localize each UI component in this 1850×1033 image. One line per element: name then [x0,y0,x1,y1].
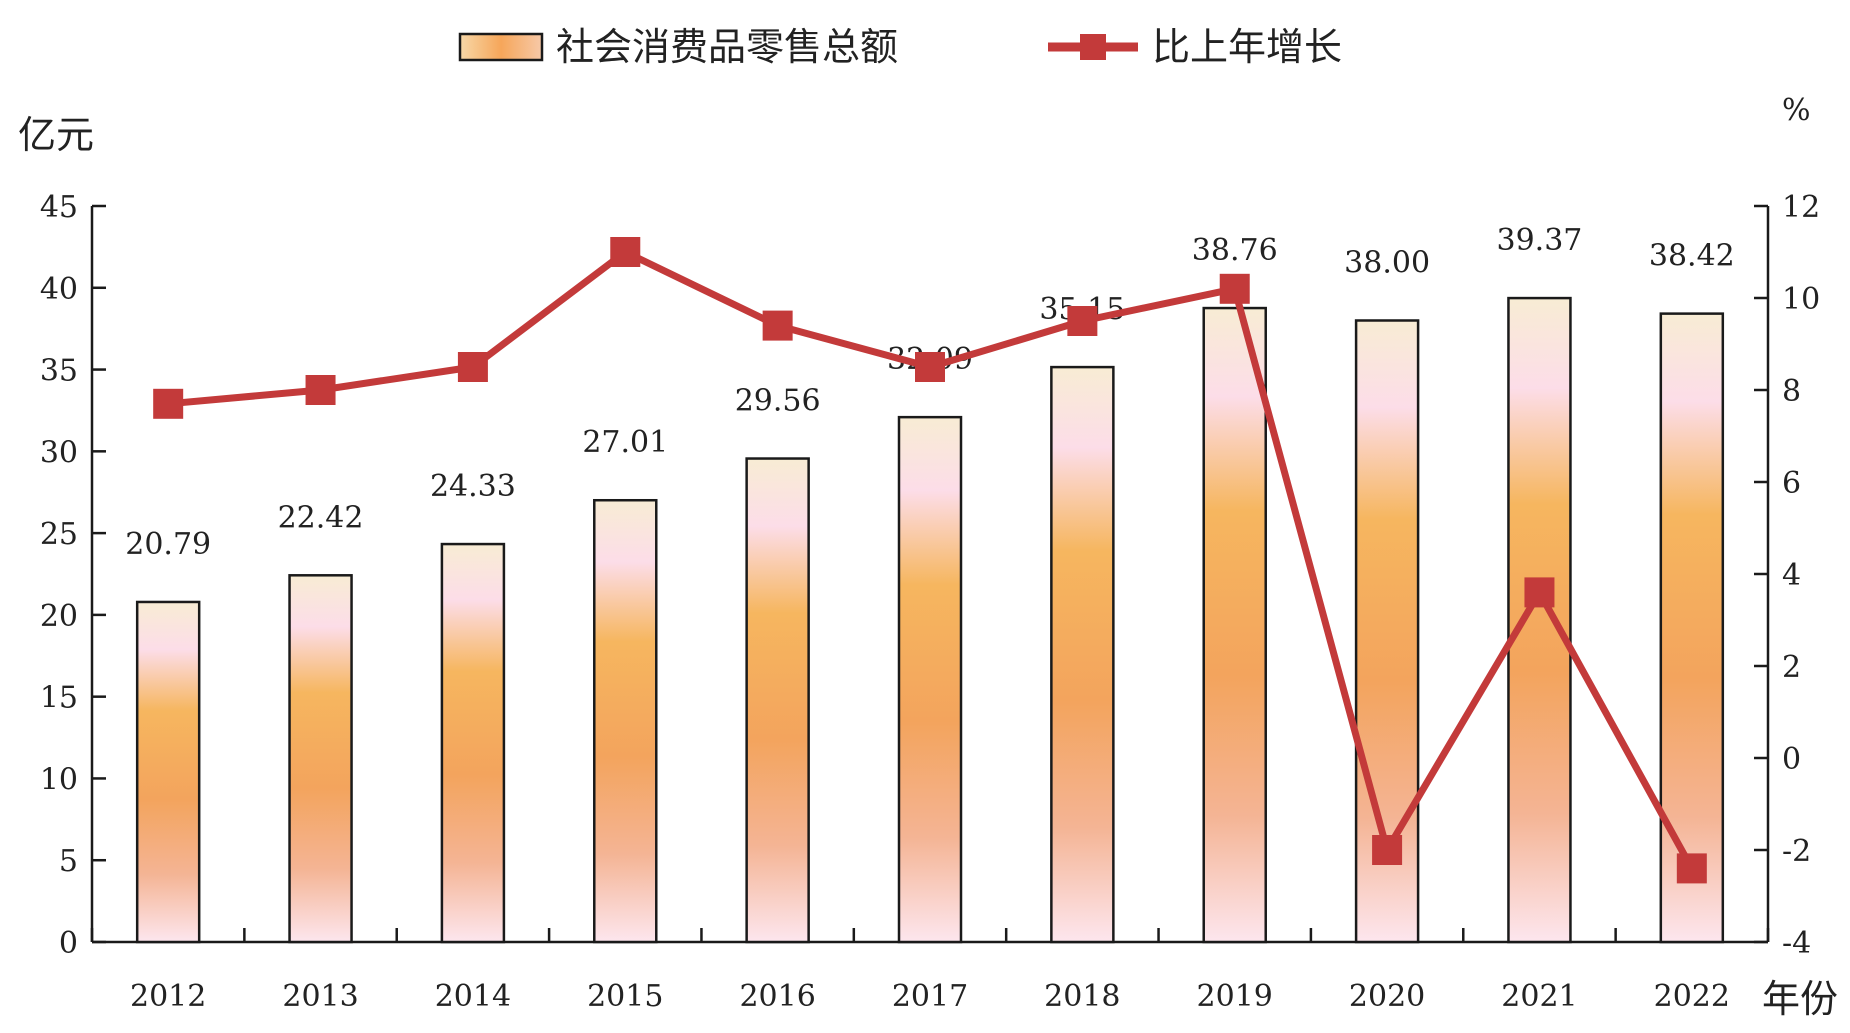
right-tick-label: 10 [1782,282,1820,317]
x-tick-label: 2021 [1501,979,1577,1014]
bar-value-label: 29.56 [735,384,821,419]
x-tick-label: 2013 [282,979,358,1014]
growth-marker [1372,835,1403,865]
bar [440,542,506,944]
right-tick-label: 8 [1782,374,1801,409]
right-axis-unit: % [1782,93,1811,128]
bar [1202,306,1267,944]
legend-line-marker [1080,34,1106,60]
bar-value-label: 38.42 [1649,239,1735,274]
bar [593,498,658,944]
x-tick-label: 2020 [1349,979,1425,1014]
growth-marker [1067,306,1098,336]
legend-bar-swatch [458,32,544,62]
left-tick-label: 0 [59,926,78,961]
bar-value-label: 38.76 [1192,233,1278,268]
growth-marker [610,237,641,267]
x-tick-label: 2014 [435,979,511,1014]
left-tick-label: 40 [40,272,78,307]
x-tick-label: 2019 [1197,979,1273,1014]
left-tick-label: 45 [40,190,78,225]
bar-value-label: 27.01 [582,425,668,460]
left-tick-label: 30 [40,435,78,470]
x-axis-ticks: 2012 2013 2014 2015 2016 2017 2018 2019 2020 2021… [90,928,1770,1014]
bar [135,600,201,944]
bar [1659,312,1725,944]
x-tick-label: 2012 [130,979,206,1014]
left-axis-unit: 亿元 [18,113,94,157]
x-tick-label: 2022 [1654,979,1730,1014]
bar-value-label: 20.79 [125,527,211,562]
growth-marker [1524,577,1555,608]
left-tick-label: 25 [40,517,78,552]
right-tick-label: 6 [1782,466,1801,501]
line-series [153,237,1707,884]
right-tick-label: 12 [1782,190,1820,225]
x-tick-label: 2017 [892,979,968,1014]
x-tick-label: 2015 [587,979,663,1014]
x-tick-label: 2018 [1044,979,1120,1014]
bar [1050,365,1115,944]
growth-marker [762,310,793,341]
legend-bar-label: 社会消费品零售总额 [556,25,898,69]
right-tick-label: -4 [1782,926,1811,961]
right-tick-label: 2 [1782,650,1801,685]
bar-series [135,296,1725,944]
left-axis-ticks: 0 5 10 15 20 25 30 35 40 45 [40,190,106,961]
x-axis-unit: 年份 [1762,977,1838,1021]
left-tick-label: 15 [40,681,78,716]
left-tick-label: 5 [59,844,78,879]
left-tick-label: 20 [40,599,78,634]
right-tick-label: 4 [1782,558,1801,593]
bar [288,574,353,944]
bar-value-label: 22.42 [278,500,364,535]
growth-marker [457,352,488,382]
bar-value-label: 38.00 [1344,245,1430,280]
left-tick-label: 10 [40,762,78,797]
right-tick-label: -2 [1782,834,1811,869]
bar-value-label: 39.37 [1497,223,1583,258]
legend-line-label: 比上年增长 [1152,25,1342,69]
right-tick-label: 0 [1782,742,1801,777]
legend: 社会消费品零售总额 比上年增长 [458,25,1342,69]
left-tick-label: 35 [40,354,78,389]
growth-marker [1676,853,1707,884]
growth-marker [305,375,336,405]
bar [897,415,963,944]
bar [745,457,810,944]
growth-marker [915,352,945,382]
x-tick-label: 2016 [739,979,815,1014]
right-axis-ticks: -4 -2 0 2 4 6 8 10 12 [1754,190,1820,961]
growth-marker [1219,273,1250,304]
bar [1507,296,1572,944]
bar-value-label: 24.33 [430,469,516,504]
growth-marker [153,388,184,419]
